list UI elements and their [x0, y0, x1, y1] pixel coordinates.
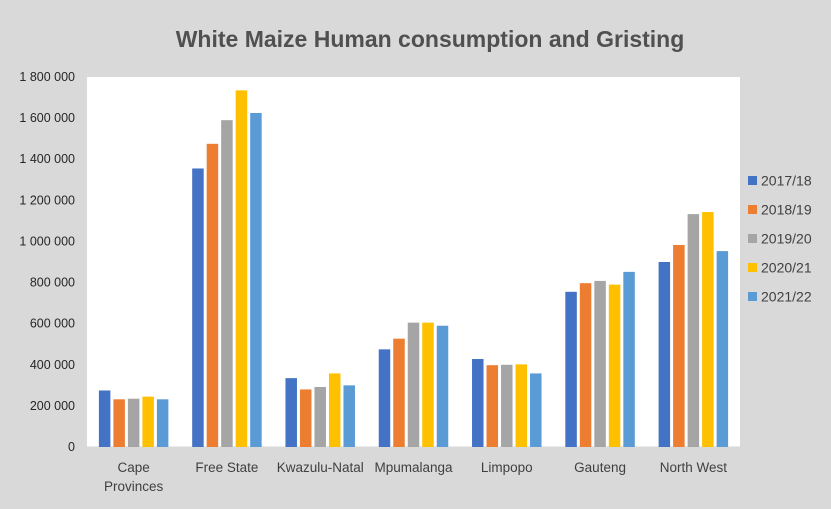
bar [594, 280, 606, 447]
bar [623, 271, 635, 447]
bar [285, 378, 297, 447]
bar [658, 262, 671, 447]
legend-swatch [748, 176, 757, 185]
y-tick-label: 800 000 [30, 276, 75, 290]
legend-label: 2021/22 [761, 289, 812, 305]
x-category-label: North West [660, 460, 728, 475]
bar [687, 214, 700, 447]
bar [501, 364, 513, 447]
y-tick-label: 1 800 000 [19, 70, 75, 84]
bar [250, 112, 262, 447]
bar [156, 399, 169, 447]
legend-label: 2017/18 [761, 173, 812, 189]
bar [127, 398, 140, 447]
bar [702, 212, 714, 447]
legend-label: 2020/21 [761, 260, 812, 276]
bar [98, 390, 111, 447]
bar [565, 291, 577, 447]
bar [378, 349, 391, 447]
legend-label: 2018/19 [761, 202, 812, 218]
x-category-label: Cape [118, 460, 150, 475]
bar [530, 373, 542, 447]
bar [192, 168, 204, 447]
bar [579, 283, 592, 447]
x-category-label: Mpumalanga [374, 460, 453, 475]
bar [113, 399, 125, 447]
legend-swatch [748, 205, 757, 214]
y-tick-label: 600 000 [30, 317, 75, 331]
bar [608, 284, 621, 447]
bar [393, 338, 405, 447]
x-category-label: Kwazulu-Natal [277, 460, 364, 475]
chart-title: White Maize Human consumption and Gristi… [175, 26, 685, 52]
bar [235, 90, 248, 447]
bar [436, 325, 449, 447]
bar [221, 120, 233, 448]
y-tick-label: 0 [68, 440, 75, 454]
bar [407, 322, 420, 447]
y-tick-label: 1 600 000 [19, 111, 75, 125]
x-category-label: Gauteng [574, 460, 626, 475]
bar [343, 385, 355, 447]
y-tick-label: 1 000 000 [19, 234, 75, 248]
x-category-label: Free State [195, 460, 258, 475]
bar [472, 359, 484, 447]
bar [328, 373, 341, 447]
legend-swatch [748, 292, 757, 301]
x-category-label: Provinces [104, 479, 164, 494]
y-tick-label: 1 200 000 [19, 193, 75, 207]
bar [673, 244, 685, 447]
bar [716, 251, 729, 447]
bar [206, 143, 219, 448]
legend-label: 2019/20 [761, 231, 812, 247]
legend-swatch [748, 263, 757, 272]
legend-swatch [748, 234, 757, 243]
bar [142, 396, 154, 447]
x-category-label: Limpopo [481, 460, 533, 475]
bar [299, 389, 312, 447]
y-tick-label: 1 400 000 [19, 152, 75, 166]
bar [314, 386, 326, 447]
bar [515, 364, 528, 447]
y-tick-label: 400 000 [30, 358, 75, 372]
bar [486, 365, 499, 447]
bar [422, 322, 434, 447]
y-tick-label: 200 000 [30, 399, 75, 413]
